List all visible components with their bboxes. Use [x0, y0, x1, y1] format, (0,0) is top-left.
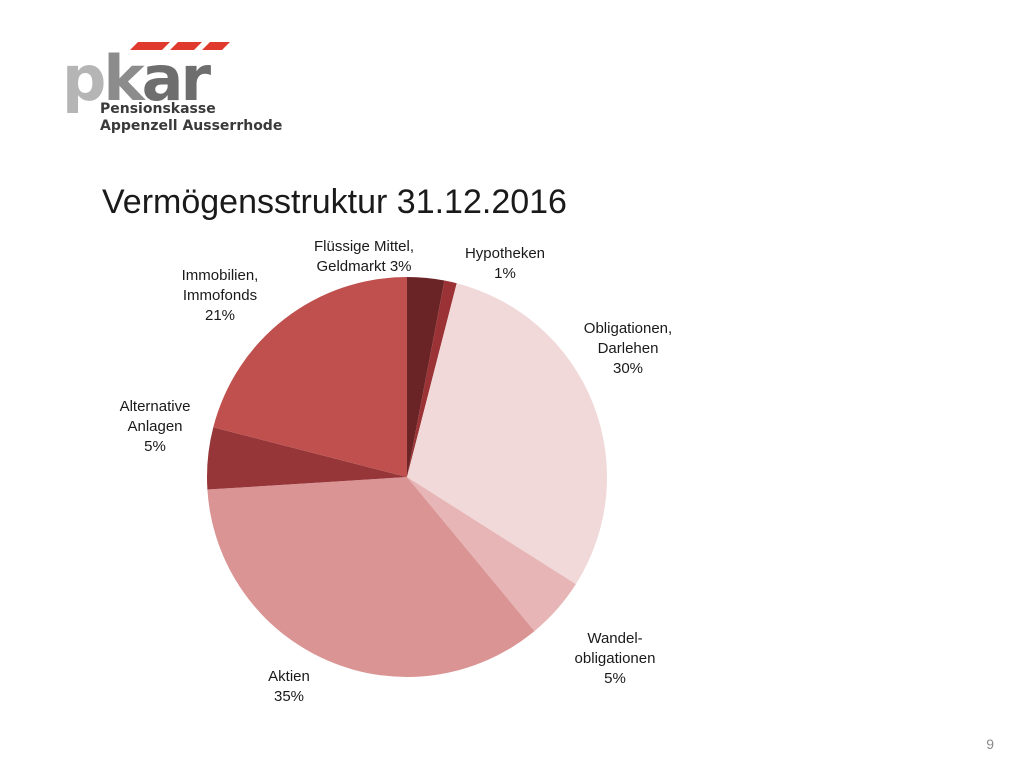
- pie-slice-6: [213, 277, 407, 477]
- pie-slice-3: [407, 477, 576, 632]
- logo-wordmark: pkar: [62, 42, 211, 115]
- pie-label-6: Immobilien, Immofonds 21%: [182, 267, 259, 324]
- pie-label-line: Immofonds: [183, 287, 257, 304]
- pie-label-line: Aktien: [268, 668, 310, 685]
- pie-label-line: 5%: [144, 438, 166, 455]
- page-number: 9: [986, 736, 994, 752]
- slide-title: Vermögensstruktur 31.12.2016: [102, 183, 567, 221]
- pie-label-5: Alternative Anlagen 5%: [120, 398, 191, 455]
- pie-slice-2: [407, 283, 608, 585]
- pie-label-line: Alternative: [120, 398, 191, 415]
- logo-line-1: Pensionskasse: [100, 101, 216, 117]
- pie-slice-4: [207, 477, 535, 677]
- pie-label-line: 30%: [613, 360, 643, 377]
- pie-label-line: Hypotheken: [465, 245, 545, 262]
- pie-label-4: Aktien 35%: [268, 668, 310, 705]
- pie-label-line: 1%: [494, 265, 516, 282]
- pie-label-line: 35%: [274, 688, 304, 705]
- pie-labels: Flüssige Mittel, Geldmarkt 3% Hypotheken 1%…: [120, 238, 673, 705]
- pie-slices: [206, 277, 608, 677]
- logo-line-2: Appenzell Ausserrhoden: [100, 118, 282, 134]
- pie-slice-5: [206, 427, 407, 490]
- pie-label-line: Wandel-: [587, 630, 642, 647]
- logo-letters-ar: ar: [142, 42, 212, 115]
- pie-label-2: Obligationen, Darlehen 30%: [584, 320, 672, 377]
- pie-label-line: Anlagen: [127, 418, 182, 435]
- pie-label-line: Darlehen: [598, 340, 659, 357]
- logo-stripes: [130, 42, 230, 50]
- logo-letter-p: p: [62, 42, 104, 115]
- pie-label-line: obligationen: [575, 650, 656, 667]
- pie-label-line: 5%: [604, 670, 626, 687]
- pie-label-1: Hypotheken 1%: [465, 245, 545, 282]
- pie-label-line: Immobilien,: [182, 267, 259, 284]
- pie-label-line: Obligationen,: [584, 320, 672, 337]
- pie-slice-1: [407, 280, 457, 477]
- pie-label-line: Geldmarkt 3%: [316, 258, 411, 275]
- pie-slice-0: [407, 277, 445, 477]
- pie-label-line: Flüssige Mittel,: [314, 238, 414, 255]
- pie-label-0: Flüssige Mittel, Geldmarkt 3%: [314, 238, 414, 275]
- pie-label-3: Wandel-obligationen 5%: [575, 630, 656, 687]
- pkar-logo: pkar Pensionskasse Appenzell Ausserrhode…: [62, 42, 282, 134]
- pie-label-line: 21%: [205, 307, 235, 324]
